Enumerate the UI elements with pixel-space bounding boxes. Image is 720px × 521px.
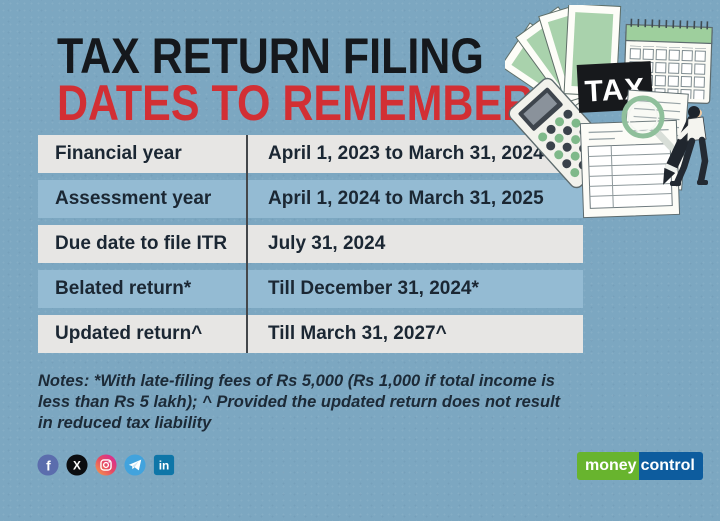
linkedin-icon[interactable]: in bbox=[153, 454, 175, 476]
row-label: Financial year bbox=[55, 143, 182, 164]
facebook-glyph: f bbox=[46, 459, 51, 474]
person-illustration bbox=[663, 106, 709, 187]
logo-control-part: control bbox=[638, 452, 703, 480]
tax-form-illustration bbox=[579, 119, 681, 219]
title-line-2: DATES TO REMEMBER bbox=[57, 75, 534, 131]
table-column-divider bbox=[246, 135, 248, 353]
dates-table: Financial year April 1, 2023 to March 31… bbox=[38, 135, 583, 353]
row-label: Belated return* bbox=[55, 278, 192, 299]
logo-money-part: money bbox=[577, 452, 639, 480]
row-label: Updated return^ bbox=[55, 323, 203, 344]
facebook-icon[interactable]: f bbox=[37, 454, 59, 476]
row-value: April 1, 2024 to March 31, 2025 bbox=[268, 188, 544, 209]
x-glyph: X bbox=[73, 458, 81, 472]
table-row: Financial year April 1, 2023 to March 31… bbox=[38, 135, 583, 173]
row-value: Till December 31, 2024* bbox=[268, 278, 479, 299]
row-value: April 1, 2023 to March 31, 2024 bbox=[268, 143, 544, 164]
table-row: Belated return* Till December 31, 2024* bbox=[38, 270, 583, 308]
row-label: Assessment year bbox=[55, 188, 212, 209]
moneycontrol-logo[interactable]: money control bbox=[577, 452, 703, 480]
linkedin-glyph: in bbox=[159, 459, 170, 473]
instagram-icon[interactable] bbox=[95, 454, 117, 476]
magnifier-illustration bbox=[621, 95, 675, 151]
table-row: Updated return^ Till March 31, 2027^ bbox=[38, 315, 583, 353]
social-icons-row: f X in bbox=[37, 454, 175, 476]
row-value: July 31, 2024 bbox=[268, 233, 386, 254]
table-row: Assessment year April 1, 2024 to March 3… bbox=[38, 180, 583, 218]
table-row: Due date to file ITR July 31, 2024 bbox=[38, 225, 583, 263]
notes-text: Notes: *With late-filing fees of Rs 5,00… bbox=[38, 372, 561, 432]
tax-illustration: TAX bbox=[505, 5, 713, 219]
x-twitter-icon[interactable]: X bbox=[66, 454, 88, 476]
title-line-1: TAX RETURN FILING bbox=[57, 28, 484, 84]
row-label: Due date to file ITR bbox=[55, 233, 228, 254]
telegram-icon[interactable] bbox=[124, 454, 146, 476]
row-value: Till March 31, 2027^ bbox=[268, 323, 447, 344]
